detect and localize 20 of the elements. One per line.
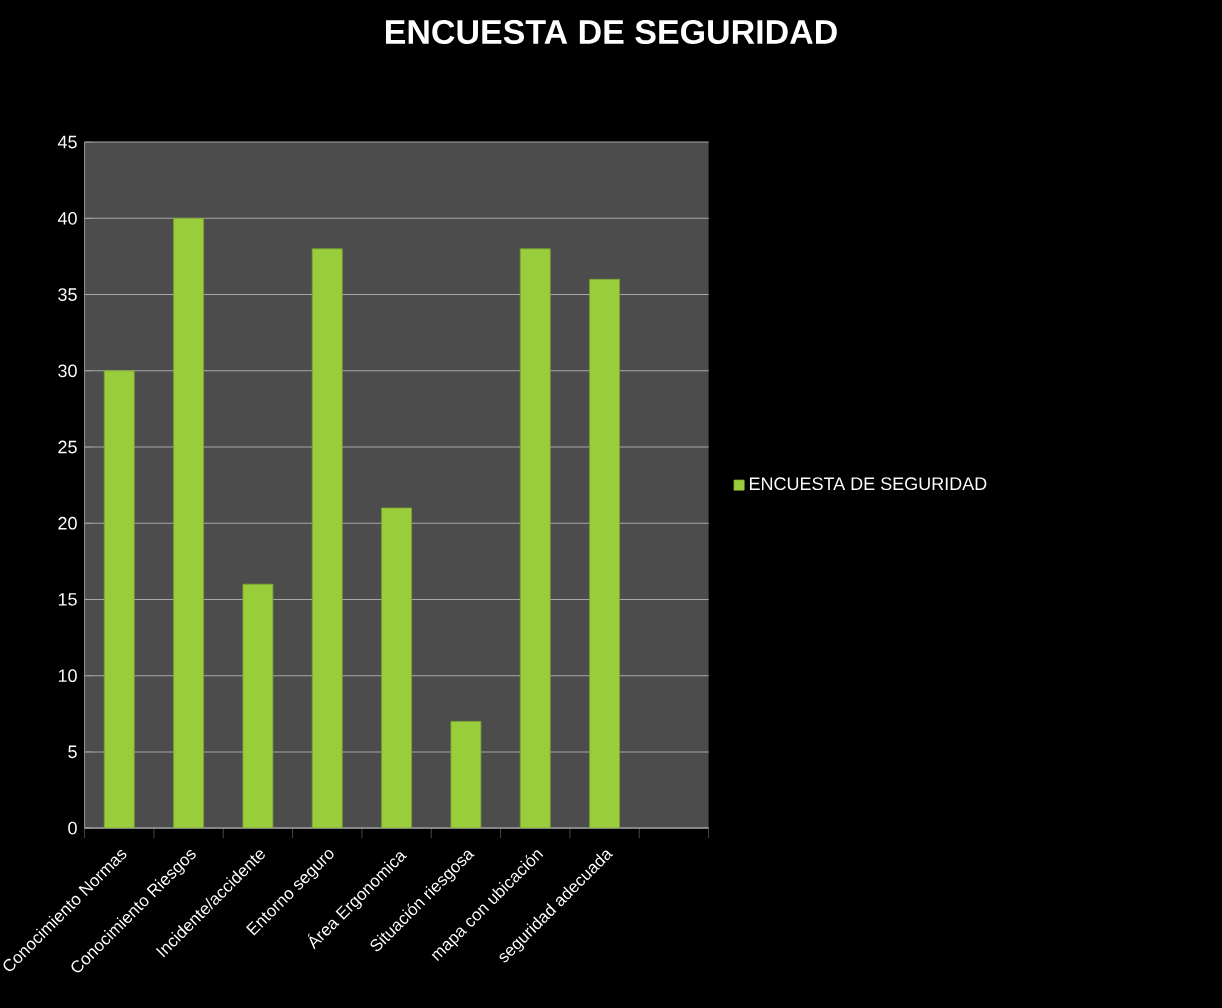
chart-title: ENCUESTA DE SEGURIDAD: [385, 19, 837, 45]
y-tick-label: 30: [58, 364, 77, 378]
y-tick-label: 20: [58, 516, 77, 530]
bar: [519, 248, 551, 829]
bar: [173, 217, 204, 829]
y-tick-label: 0: [68, 821, 77, 835]
bar: [381, 507, 412, 829]
bar: [242, 583, 274, 829]
y-tick-label: 25: [58, 440, 77, 454]
y-tick-label: 10: [58, 669, 77, 683]
y-tick-label: 5: [68, 745, 77, 759]
y-tick-label: 35: [58, 288, 77, 301]
legend-label: ENCUESTA DE SEGURIDAD: [749, 477, 987, 491]
bar: [589, 278, 620, 829]
y-tick-label: 45: [57, 135, 77, 149]
bar: [311, 248, 343, 829]
bar: [450, 721, 482, 829]
bar: [103, 370, 135, 829]
y-tick-label: 40: [57, 211, 77, 225]
y-tick-label: 15: [58, 593, 77, 606]
